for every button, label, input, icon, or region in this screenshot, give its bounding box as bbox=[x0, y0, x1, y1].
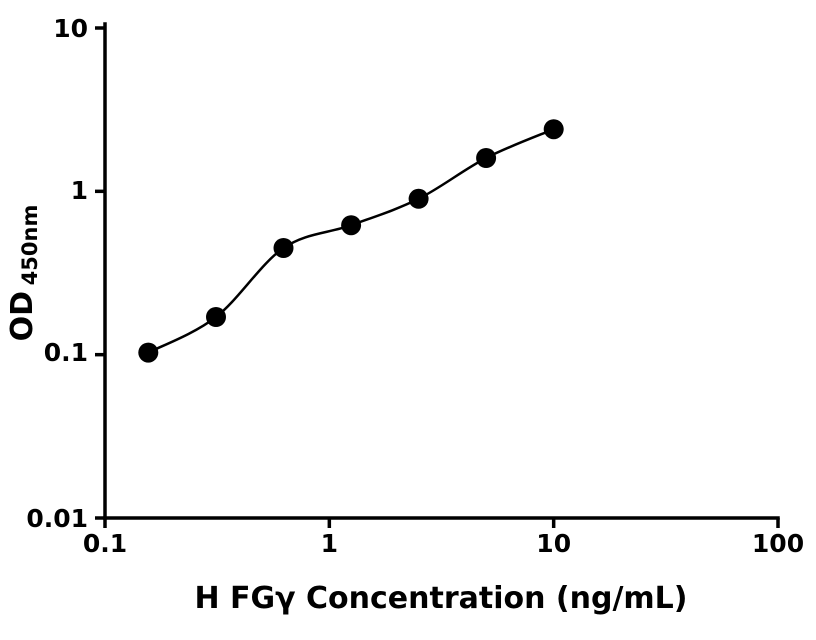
data-point bbox=[408, 188, 429, 209]
x-tick-label: 0.1 bbox=[83, 529, 127, 558]
x-axis-title: H FGγ Concentration (ng/mL) bbox=[194, 581, 687, 616]
x-tick-label: 1 bbox=[321, 529, 338, 558]
data-point bbox=[138, 342, 159, 363]
x-tick-label: 100 bbox=[752, 529, 804, 558]
data-point bbox=[476, 148, 497, 168]
x-tick-label: 10 bbox=[536, 529, 571, 558]
y-tick-label: 0.01 bbox=[26, 504, 88, 533]
plot-dynamic-layer bbox=[95, 22, 780, 528]
y-tick-label: 0.1 bbox=[44, 338, 88, 367]
data-point bbox=[273, 238, 294, 258]
y-axis-title-main: OD bbox=[5, 291, 40, 341]
data-point bbox=[341, 215, 362, 236]
y-axis-title-subscript: 450nm bbox=[18, 205, 42, 286]
y-tick-label: 10 bbox=[53, 14, 88, 43]
y-axis-title: OD 450nm bbox=[5, 205, 42, 342]
data-point bbox=[543, 119, 564, 140]
data-point bbox=[206, 307, 226, 327]
y-tick-label: 1 bbox=[71, 176, 88, 205]
